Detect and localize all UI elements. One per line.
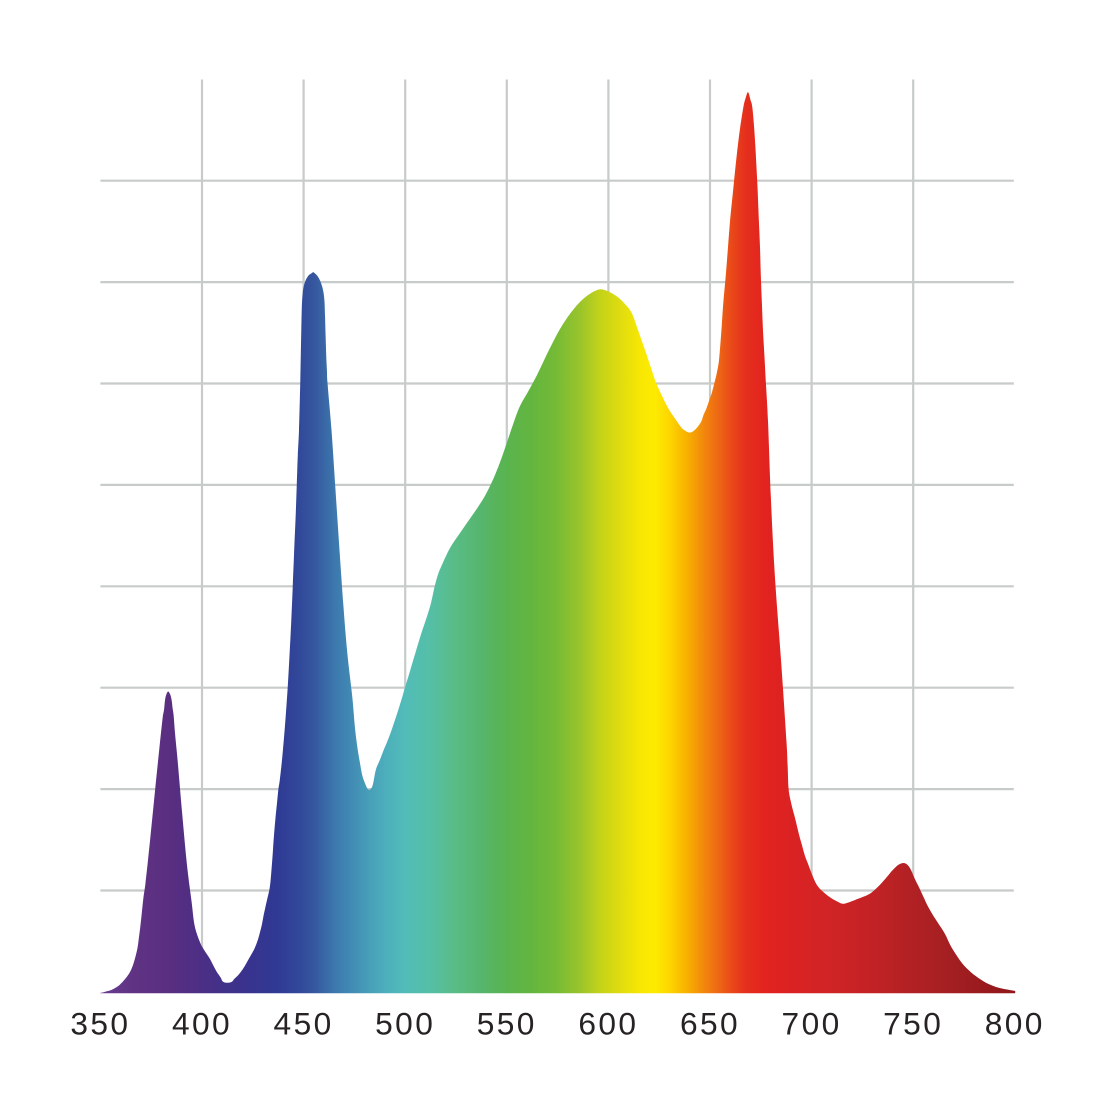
- svg-text:600: 600: [578, 1005, 638, 1041]
- svg-text:450: 450: [274, 1005, 334, 1041]
- svg-text:700: 700: [782, 1005, 842, 1041]
- svg-text:550: 550: [477, 1005, 537, 1041]
- svg-text:400: 400: [172, 1005, 232, 1041]
- svg-text:650: 650: [680, 1005, 740, 1041]
- svg-text:750: 750: [883, 1005, 943, 1041]
- svg-text:800: 800: [985, 1005, 1045, 1041]
- svg-text:350: 350: [70, 1005, 130, 1041]
- svg-text:500: 500: [375, 1005, 435, 1041]
